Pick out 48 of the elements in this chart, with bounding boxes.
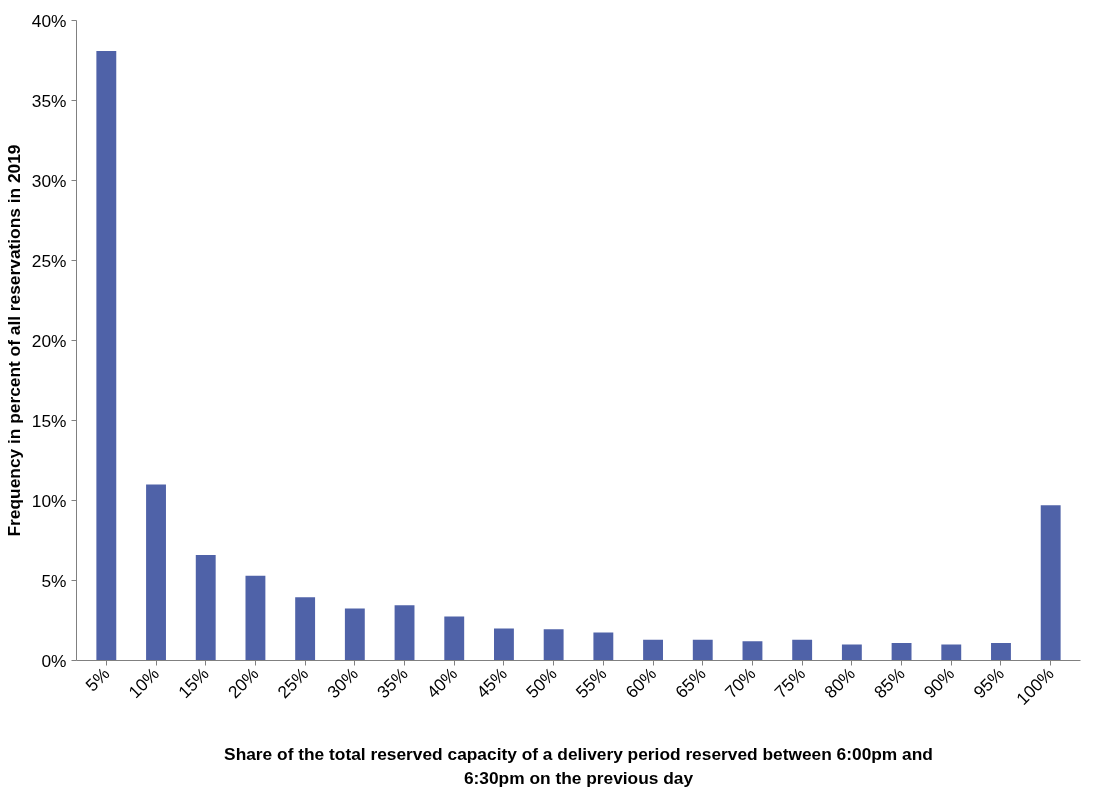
bar (792, 639, 813, 661)
bar (245, 575, 266, 661)
bar (344, 608, 365, 661)
x-tick-label: 60% (621, 663, 661, 703)
bar (941, 644, 962, 661)
x-tick-label: 15% (174, 663, 213, 703)
x-tick-label: 5% (81, 663, 114, 696)
bar (742, 641, 763, 661)
x-tick-label: 40% (422, 663, 462, 703)
x-axis-title: Share of the total reserved capacity of a delivery period reserved between 6:00pm and 6:30pm on the previous day (224, 743, 933, 788)
x-tick-label: 95% (969, 663, 1009, 703)
y-tick-label: 0% (41, 650, 67, 671)
x-tick-label: 10% (124, 663, 164, 703)
x-tick-label: 30% (323, 663, 362, 703)
y-tick-label: 20% (31, 330, 67, 351)
bar (991, 642, 1011, 661)
x-tick-label: 65% (671, 663, 710, 703)
bar (295, 597, 316, 661)
bar (643, 639, 663, 661)
x-tick-label: 50% (522, 663, 561, 703)
y-tick-label: 10% (31, 490, 67, 511)
y-tick-label: 30% (31, 170, 67, 191)
bar (891, 642, 912, 661)
x-tick-label: 45% (472, 663, 512, 703)
bar (96, 50, 117, 661)
x-tick-label: 55% (571, 663, 611, 703)
bar (494, 628, 514, 661)
x-tick-label: 70% (720, 663, 760, 703)
bar (841, 644, 862, 661)
y-tick-label: 15% (31, 410, 67, 431)
bar (195, 554, 216, 661)
x-tick-label: 75% (770, 663, 810, 703)
x-tick-label: 80% (820, 663, 859, 703)
y-axis-title: Frequency in percent of all reservations in 2019 (3, 144, 24, 537)
y-tick-label: 25% (31, 250, 67, 271)
bar (1040, 505, 1061, 661)
bar (692, 639, 713, 661)
y-tick-label: 35% (31, 90, 67, 111)
y-tick-label: 40% (31, 10, 67, 31)
bar (146, 484, 166, 661)
x-tick-label: 90% (919, 663, 959, 703)
y-tick-label: 5% (41, 570, 67, 591)
bar (543, 629, 564, 661)
bar (394, 605, 415, 661)
bar (593, 632, 614, 661)
x-tick-label: 85% (869, 663, 909, 703)
x-tick-label: 35% (372, 663, 412, 703)
bar (444, 616, 465, 661)
